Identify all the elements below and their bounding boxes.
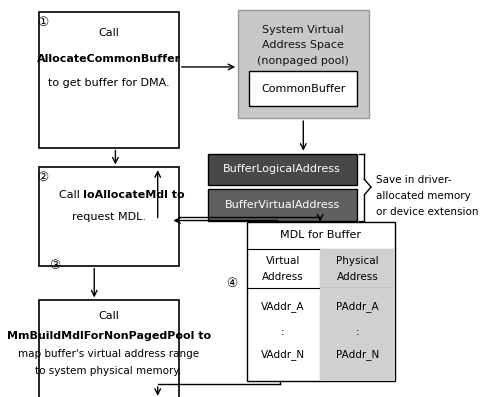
Text: allocated memory: allocated memory: [376, 191, 471, 201]
Text: to get buffer for DMA.: to get buffer for DMA.: [48, 78, 169, 88]
Text: ④: ④: [227, 277, 238, 290]
Text: (nonpaged pool): (nonpaged pool): [257, 56, 349, 66]
Text: PAddr_A: PAddr_A: [336, 301, 379, 312]
Text: CommonBuffer: CommonBuffer: [261, 84, 346, 94]
Text: request MDL.: request MDL.: [72, 212, 146, 222]
Text: MmBuildMdlForNonPagedPool to: MmBuildMdlForNonPagedPool to: [7, 331, 211, 341]
Text: or device extension: or device extension: [376, 207, 479, 217]
Bar: [209, 189, 357, 220]
Text: VAddr_N: VAddr_N: [261, 349, 305, 360]
Text: :: :: [356, 327, 359, 337]
Text: BufferVirtualAddress: BufferVirtualAddress: [225, 200, 340, 210]
Bar: [249, 71, 358, 106]
Text: map buffer's virtual address range: map buffer's virtual address range: [18, 349, 199, 359]
Text: to system physical memory.: to system physical memory.: [35, 366, 182, 376]
Text: Call: Call: [98, 311, 119, 321]
Text: Save in driver-: Save in driver-: [376, 175, 452, 185]
Bar: [238, 10, 369, 118]
Bar: [209, 154, 357, 185]
Text: Physical: Physical: [336, 256, 379, 266]
Bar: [246, 222, 394, 381]
Text: IoAllocateMdl to: IoAllocateMdl to: [83, 190, 185, 200]
Text: ③: ③: [49, 259, 60, 272]
Text: System Virtual: System Virtual: [262, 25, 344, 35]
Text: AllocateCommonBuffer: AllocateCommonBuffer: [37, 54, 181, 64]
Text: ②: ②: [38, 171, 49, 184]
Text: MDL for Buffer: MDL for Buffer: [280, 230, 361, 240]
Text: BufferLogicalAddress: BufferLogicalAddress: [223, 164, 341, 174]
Bar: [320, 249, 394, 289]
Text: Address: Address: [262, 272, 304, 281]
Text: PAddr_N: PAddr_N: [336, 349, 379, 360]
Text: Address: Address: [336, 272, 378, 281]
Bar: [320, 289, 394, 381]
Text: Call: Call: [59, 190, 83, 200]
Text: ①: ①: [38, 16, 49, 29]
Text: Address Space: Address Space: [262, 40, 344, 50]
Text: Call: Call: [98, 29, 119, 39]
Bar: [39, 12, 179, 148]
Bar: [39, 168, 179, 266]
Bar: [39, 300, 179, 397]
Text: VAddr_A: VAddr_A: [261, 301, 305, 312]
Text: :: :: [281, 327, 285, 337]
Text: Virtual: Virtual: [266, 256, 300, 266]
